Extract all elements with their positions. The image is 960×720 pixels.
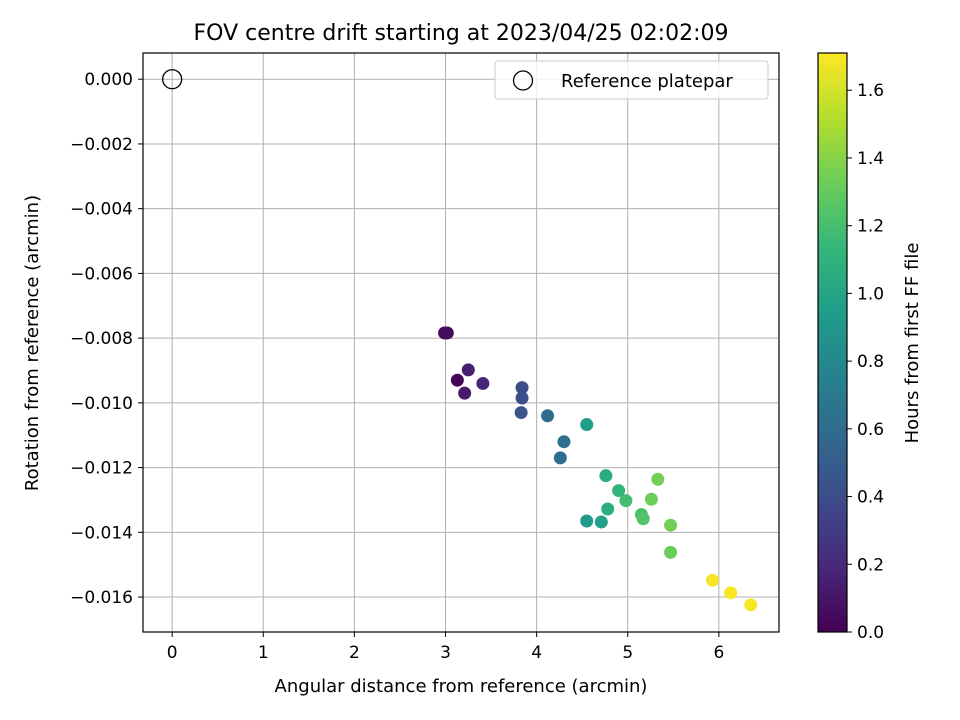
colorbar-label: Hours from first FF file	[902, 243, 923, 444]
y-tick-label: −0.002	[70, 135, 133, 155]
grid-lines	[143, 53, 779, 632]
drift-point	[664, 518, 678, 532]
y-axis-ticks: 0.000 −0.002 −0.004 −0.006 −0.008 −0.010 −0.01…	[70, 70, 143, 608]
colorbar-tick-label: 1.4	[857, 149, 884, 169]
x-tick-label: 2	[349, 643, 360, 663]
drift-point	[440, 326, 454, 340]
drift-point	[476, 376, 490, 390]
legend-marker	[512, 70, 534, 91]
drift-point	[580, 514, 594, 528]
x-tick-label: 5	[622, 643, 633, 663]
y-tick-label: −0.014	[70, 523, 133, 543]
drift-point	[580, 418, 594, 432]
drift-point	[612, 484, 626, 498]
colorbar-tick-label: 0.0	[857, 623, 884, 643]
drift-point	[705, 573, 719, 587]
legend: Reference platepar	[494, 60, 769, 100]
y-tick-label: −0.004	[70, 200, 133, 220]
colorbar-ticks: 0.0 0.2 0.4 0.6 0.8 1.0 1.2 1.4 1.6	[847, 81, 884, 643]
drift-point	[515, 381, 529, 395]
colorbar-tick-label: 1.6	[857, 81, 884, 101]
colorbar-tick-label: 0.8	[857, 352, 884, 372]
drift-point	[599, 469, 613, 483]
colorbar-tick-label: 0.4	[857, 488, 884, 508]
drift-point	[557, 435, 571, 449]
drift-point	[601, 502, 615, 516]
drift-point	[651, 472, 665, 486]
drift-point	[594, 515, 608, 529]
y-tick-label: −0.012	[70, 459, 133, 479]
colorbar-tick-label: 0.6	[857, 420, 884, 440]
y-tick-label: −0.008	[70, 329, 133, 349]
plot-frame	[142, 52, 780, 633]
drift-point	[458, 386, 472, 400]
colorbar-tick-label: 0.2	[857, 555, 884, 575]
drift-point	[724, 586, 738, 600]
colorbar-tick-label: 1.2	[857, 217, 884, 237]
drift-point	[664, 545, 678, 559]
drift-point	[744, 598, 758, 612]
drift-point	[553, 451, 567, 465]
drift-point	[461, 363, 475, 377]
data-points	[162, 69, 758, 612]
x-tick-label: 6	[713, 643, 724, 663]
colorbar: 0.0 0.2 0.4 0.6 0.8 1.0 1.2 1.4 1.6 Hours from f…	[817, 52, 923, 643]
drift-point	[644, 492, 658, 506]
legend-box	[494, 60, 769, 100]
y-tick-label: −0.010	[70, 394, 133, 414]
drift-point	[515, 391, 529, 405]
x-tick-label: 4	[531, 643, 542, 663]
y-tick-label: 0.000	[84, 70, 133, 90]
y-axis-label: Rotation from reference (arcmin)	[22, 195, 43, 491]
drift-point	[636, 512, 650, 526]
drift-point	[541, 409, 555, 423]
colorbar-frame	[817, 52, 848, 633]
y-tick-label: −0.016	[70, 588, 133, 608]
colorbar-gradient	[818, 53, 847, 632]
chart-title: FOV centre drift starting at 2023/04/25 …	[194, 21, 729, 46]
drift-point	[619, 494, 633, 508]
x-tick-label: 0	[167, 643, 178, 663]
legend-label: Reference platepar	[561, 71, 733, 92]
y-tick-label: −0.006	[70, 264, 133, 284]
x-tick-label: 1	[258, 643, 269, 663]
drift-point	[514, 406, 528, 420]
x-tick-label: 3	[440, 643, 451, 663]
drift-point	[450, 373, 464, 387]
colorbar-tick-label: 1.0	[857, 284, 884, 304]
x-axis-label: Angular distance from reference (arcmin)	[275, 676, 648, 697]
x-axis-ticks: 0 1 2 3 4 5 6	[167, 632, 724, 663]
reference-platepar-marker	[162, 69, 183, 90]
